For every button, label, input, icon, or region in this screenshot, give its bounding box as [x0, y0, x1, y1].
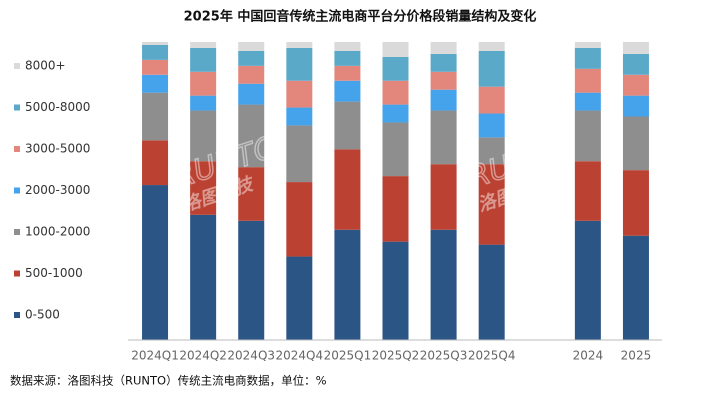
bar-segment	[430, 42, 457, 54]
legend-label: 3000-5000	[25, 142, 90, 156]
bar-segment	[142, 92, 169, 141]
bar-segment	[382, 176, 409, 242]
bar-segment	[478, 42, 505, 51]
bar-segment	[190, 95, 217, 111]
bar-segment	[142, 42, 169, 45]
bar-segment	[238, 65, 265, 84]
bar-segment	[238, 167, 265, 221]
bar-segment	[574, 42, 601, 48]
bar-segment	[142, 185, 169, 340]
legend-label: 500-1000	[25, 266, 83, 280]
bar-segment	[238, 220, 265, 340]
bar-segment	[382, 80, 409, 105]
bar-segment	[334, 149, 361, 230]
x-tick-label: 2024	[573, 349, 604, 363]
bar-segment	[238, 42, 265, 51]
bar-segment	[382, 42, 409, 57]
bar-segment	[238, 83, 265, 105]
legend-label: 1000-2000	[25, 225, 90, 239]
bar-segment	[142, 74, 169, 93]
bar-segment	[142, 140, 169, 186]
bar-segment	[478, 137, 505, 165]
x-tick-label: 2025Q1	[324, 349, 372, 363]
bar-segment	[286, 42, 313, 48]
bar-segment	[622, 116, 649, 171]
bar-segment	[190, 47, 217, 72]
x-tick-label: 2024Q3	[227, 349, 275, 363]
bar-segment	[382, 56, 409, 81]
bar-segment	[574, 92, 601, 111]
bar-segment	[574, 68, 601, 93]
bar-segment	[190, 161, 217, 215]
bar-segment	[478, 244, 505, 340]
bar-segment	[142, 59, 169, 75]
bar-segment	[478, 164, 505, 245]
legend-swatch	[14, 187, 20, 194]
bar-segment	[430, 229, 457, 340]
bar-segment	[190, 42, 217, 48]
bar-segment	[430, 53, 457, 72]
bar-segment	[334, 50, 361, 66]
x-tick-label: 2025Q2	[372, 349, 420, 363]
source-note: 数据来源：洛图科技（RUNTO）传统主流电商数据，单位：%	[10, 374, 327, 388]
legend-label: 8000+	[25, 59, 66, 73]
bar-segment	[334, 101, 361, 150]
bar-segment	[334, 65, 361, 81]
bar-segment	[286, 182, 313, 257]
bar-segment	[430, 164, 457, 230]
bar-segment	[574, 110, 601, 162]
x-tick-label: 2024Q1	[131, 349, 179, 363]
legend-label: 5000-8000	[25, 100, 90, 114]
bar-segment	[382, 104, 409, 123]
bar-segment	[334, 229, 361, 340]
legend-swatch	[14, 63, 20, 69]
bar-segment	[622, 170, 649, 236]
bar-segment	[382, 241, 409, 340]
legend-swatch	[14, 312, 20, 318]
legend-swatch	[14, 270, 20, 277]
x-tick-label: 2024Q4	[276, 349, 324, 363]
x-tick-label: 2025	[621, 349, 652, 363]
bar-segment	[286, 80, 313, 108]
legend-swatch	[14, 104, 20, 111]
bar-segment	[334, 80, 361, 102]
bar-segment	[286, 125, 313, 183]
bar-segment	[622, 42, 649, 54]
bar-segment	[142, 44, 169, 60]
chart-title: 2025年 中国回音传统主流电商平台分价格段销量结构及变化	[184, 9, 537, 25]
bar-segment	[478, 86, 505, 114]
bar-segment	[286, 256, 313, 340]
bar-segment	[478, 113, 505, 138]
bar-segment	[574, 220, 601, 340]
bar-segment	[238, 104, 265, 168]
bar-segment	[478, 50, 505, 87]
x-tick-label: 2024Q2	[179, 349, 227, 363]
bar-segment	[430, 89, 457, 111]
bar-segment	[574, 161, 601, 221]
legend-swatch	[14, 146, 20, 152]
x-tick-label: 2025Q3	[420, 349, 468, 363]
bar-segment	[190, 110, 217, 162]
bar-segment	[622, 53, 649, 75]
bar-segment	[334, 42, 361, 51]
bar-segment	[430, 71, 457, 90]
bar-segment	[286, 107, 313, 126]
bar-segment	[622, 235, 649, 340]
legend-label: 2000-3000	[25, 183, 90, 197]
legend-label: 0-500	[25, 308, 60, 322]
bar-segment	[622, 74, 649, 96]
bar-segment	[238, 50, 265, 66]
bar-segment	[286, 47, 313, 81]
bar-segment	[382, 122, 409, 177]
bar-segment	[190, 214, 217, 340]
legend-swatch	[14, 229, 20, 235]
bar-segment	[190, 71, 217, 96]
bar-segment	[622, 95, 649, 117]
x-tick-label: 2025Q4	[468, 349, 516, 363]
bar-segment	[430, 110, 457, 165]
bar-segment	[574, 47, 601, 69]
